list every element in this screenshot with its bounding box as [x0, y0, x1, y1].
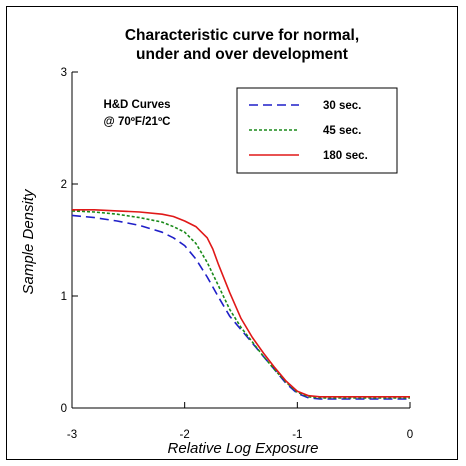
y-tick-label: 1 — [61, 291, 67, 303]
y-axis-label: Sample Density — [20, 188, 37, 295]
x-tick-label: 0 — [407, 429, 413, 441]
x-tick-label: -2 — [180, 429, 190, 441]
axes — [71, 72, 410, 409]
legend: 30 sec. 45 sec. 180 sec. — [236, 87, 398, 174]
annotation-line-1: H&D Curves — [103, 99, 170, 111]
y-ticks: 0 1 2 3 — [61, 67, 78, 415]
x-axis-label: Relative Log Exposure — [168, 440, 319, 457]
series-line-2 — [71, 210, 410, 399]
annotation-line-2: @ 70ºF/21ºC — [104, 116, 171, 128]
x-ticks: -3 -2 -1 0 — [67, 402, 413, 441]
series-layer — [71, 209, 410, 400]
y-tick-label: 3 — [61, 67, 67, 79]
y-tick-label: 2 — [61, 179, 67, 191]
series-line-1 — [71, 214, 410, 400]
legend-label-3: 180 sec. — [323, 150, 368, 162]
legend-box — [236, 87, 398, 174]
y-tick-label: 0 — [61, 403, 67, 415]
legend-label-2: 45 sec. — [323, 125, 361, 137]
chart-frame — [6, 6, 458, 460]
x-tick-label: -1 — [292, 429, 302, 441]
chart-title-line-1: Characteristic curve for normal, — [125, 27, 359, 44]
legend-label-1: 30 sec. — [323, 100, 361, 112]
series-line-3 — [72, 209, 410, 398]
chart-title-line-2: under and over development — [136, 46, 348, 63]
x-tick-label: -3 — [67, 429, 77, 441]
